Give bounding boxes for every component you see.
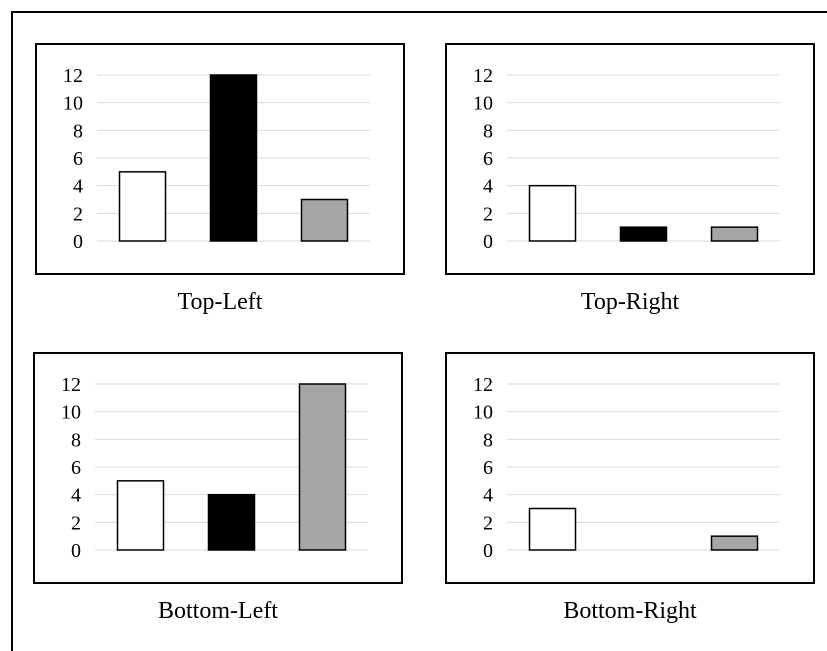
y-tick-label: 0 — [71, 540, 81, 562]
figure-frame — [11, 11, 827, 651]
y-tick-label: 0 — [73, 231, 83, 253]
y-tick-label: 2 — [71, 512, 81, 534]
y-tick-label: 6 — [483, 148, 493, 170]
y-tick-label: 8 — [71, 429, 81, 451]
y-tick-label: 4 — [483, 485, 493, 507]
y-tick-label: 2 — [73, 203, 83, 225]
chart-title: Bottom-Right — [563, 598, 697, 624]
y-tick-label: 12 — [473, 374, 493, 396]
chart-top-left: 0 2 4 6 8 10 12 — [35, 43, 405, 275]
bar — [116, 480, 165, 551]
chart-panel-top-right: 0 2 4 6 8 10 12 Top-Right — [445, 43, 815, 353]
chart-panel-bottom-right: 0 2 4 6 8 10 12 Bottom-Right — [445, 352, 815, 632]
bar — [298, 383, 347, 551]
y-tick-label: 12 — [61, 374, 81, 396]
y-tick-label: 6 — [483, 457, 493, 479]
y-tick-label: 10 — [63, 93, 83, 115]
y-tick-label: 12 — [473, 65, 493, 87]
y-tick-label: 6 — [71, 457, 81, 479]
chart-bottom-right: 0 2 4 6 8 10 12 — [445, 352, 815, 584]
chart-bottom-left: 0 2 4 6 8 10 12 — [33, 352, 403, 584]
chart-title: Top-Right — [580, 289, 680, 315]
bar — [528, 507, 577, 551]
y-tick-label: 10 — [473, 402, 493, 424]
y-tick-label: 2 — [483, 512, 493, 534]
bar — [710, 226, 759, 242]
chart-panel-bottom-left: 0 2 4 6 8 10 12 Bottom-Left — [33, 352, 403, 632]
chart-title: Top-Left — [177, 289, 263, 315]
chart-border — [445, 352, 815, 584]
bar — [619, 226, 668, 242]
bar — [300, 198, 349, 242]
y-tick-label: 10 — [61, 402, 81, 424]
y-tick-label: 10 — [473, 93, 493, 115]
bar — [118, 171, 167, 242]
y-tick-label: 8 — [73, 120, 83, 142]
y-tick-label: 12 — [63, 65, 83, 87]
y-tick-label: 8 — [483, 429, 493, 451]
chart-title: Bottom-Left — [158, 598, 278, 624]
y-tick-label: 4 — [71, 485, 81, 507]
bar — [528, 184, 577, 242]
chart-top-right: 0 2 4 6 8 10 12 — [445, 43, 815, 275]
y-tick-label: 2 — [483, 203, 493, 225]
chart-panel-top-left: 0 2 4 6 8 10 12 Top-Left — [35, 43, 405, 353]
y-tick-label: 4 — [483, 176, 493, 198]
y-tick-label: 0 — [483, 231, 493, 253]
y-tick-label: 0 — [483, 540, 493, 562]
bar — [209, 74, 258, 242]
bar — [710, 535, 759, 551]
bar — [207, 493, 256, 551]
y-tick-label: 6 — [73, 148, 83, 170]
y-tick-label: 4 — [73, 176, 83, 198]
y-tick-label: 8 — [483, 120, 493, 142]
